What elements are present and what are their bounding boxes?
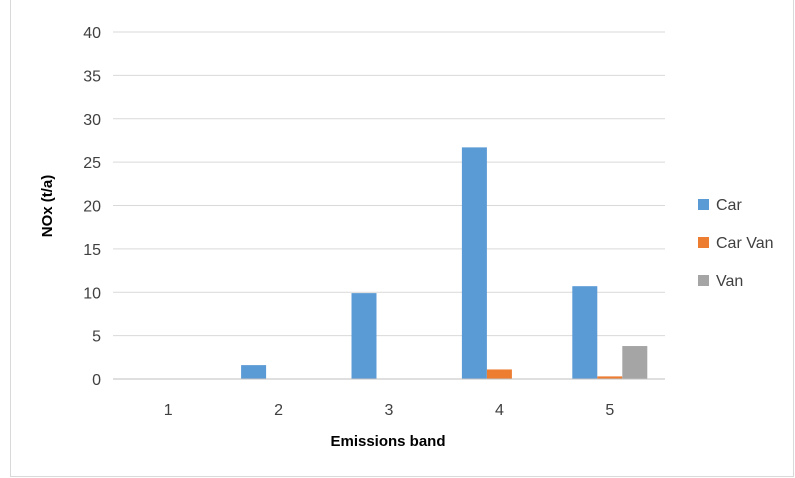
chart-frame [10,0,794,477]
legend-label: Car Van [716,235,774,252]
bar-car [572,286,598,379]
x-tick-label: 4 [495,402,504,419]
y-axis-title: NOx (t/a) [39,175,56,238]
bar-car-van [597,376,623,379]
x-tick-label: 2 [274,402,283,419]
bar-car [351,293,377,379]
x-tick-label: 3 [385,402,394,419]
y-tick-label: 20 [83,199,101,216]
legend-swatch [698,275,709,286]
x-tick-label: 5 [605,402,614,419]
bars [241,147,648,379]
x-axis-ticks: 1 2 3 4 5 [164,402,615,419]
bar-car [461,147,487,379]
y-tick-label: 40 [83,25,101,42]
y-tick-label: 0 [92,372,101,389]
y-tick-label: 35 [83,68,101,85]
x-tick-label: 1 [164,402,173,419]
y-axis-ticks: 0 5 10 15 20 25 30 35 40 [83,25,101,389]
gridlines [113,31,665,337]
legend: Car Car Van Van [698,197,774,290]
y-tick-label: 5 [92,329,101,346]
y-tick-label: 25 [83,155,101,172]
y-tick-label: 30 [83,112,101,129]
bar-van [622,346,648,379]
legend-swatch [698,199,709,210]
y-tick-label: 15 [83,242,101,259]
bar-car-van [486,369,512,379]
x-axis-title: Emissions band [330,433,445,450]
legend-label: Car [716,197,742,214]
legend-label: Van [716,273,743,290]
legend-swatch [698,237,709,248]
y-tick-label: 10 [83,285,101,302]
bar-car [241,365,267,379]
